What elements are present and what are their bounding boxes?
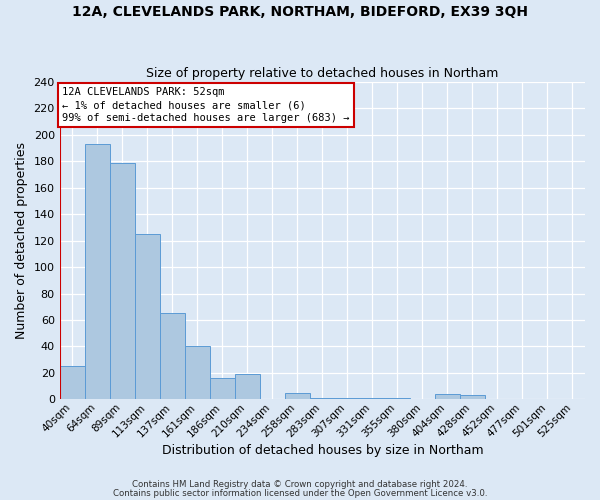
Bar [335, 398, 360, 400]
Text: Contains HM Land Registry data © Crown copyright and database right 2024.: Contains HM Land Registry data © Crown c… [132, 480, 468, 489]
Title: Size of property relative to detached houses in Northam: Size of property relative to detached ho… [146, 66, 499, 80]
Text: Contains public sector information licensed under the Open Government Licence v3: Contains public sector information licen… [113, 489, 487, 498]
Bar [135, 234, 160, 400]
Bar [210, 378, 235, 400]
Bar [85, 144, 110, 400]
Bar [110, 162, 135, 400]
Bar [385, 398, 410, 400]
X-axis label: Distribution of detached houses by size in Northam: Distribution of detached houses by size … [161, 444, 483, 458]
Bar [310, 398, 335, 400]
Text: 12A, CLEVELANDS PARK, NORTHAM, BIDEFORD, EX39 3QH: 12A, CLEVELANDS PARK, NORTHAM, BIDEFORD,… [72, 5, 528, 19]
Text: 12A CLEVELANDS PARK: 52sqm
← 1% of detached houses are smaller (6)
99% of semi-d: 12A CLEVELANDS PARK: 52sqm ← 1% of detac… [62, 87, 350, 123]
Bar [160, 314, 185, 400]
Bar [59, 366, 85, 400]
Y-axis label: Number of detached properties: Number of detached properties [15, 142, 28, 339]
Bar [360, 398, 385, 400]
Bar [185, 346, 210, 400]
Bar [435, 394, 460, 400]
Bar [235, 374, 260, 400]
Bar [460, 396, 485, 400]
Bar [285, 392, 310, 400]
